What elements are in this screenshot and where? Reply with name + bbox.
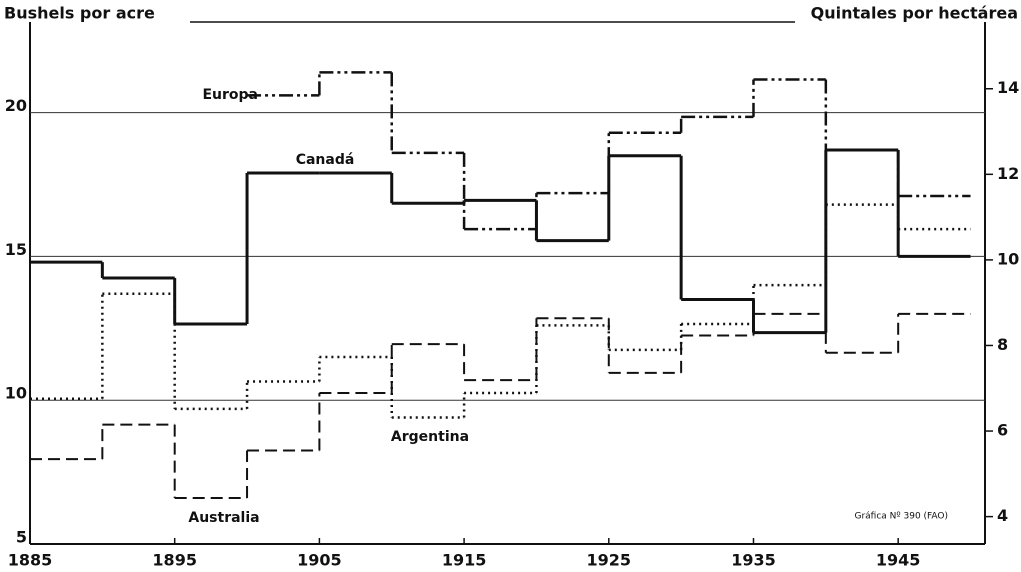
annotation: Gráfica Nº 390 (FAO) (854, 512, 948, 522)
x-tick-label: 1935 (731, 551, 776, 570)
y2-tick-label: 14 (997, 78, 1019, 97)
y-axis-label: Bushels por acre (4, 4, 155, 23)
series-label: Canadá (296, 152, 355, 168)
y-tick-label: 20 (5, 96, 27, 115)
y-tick-label: 5 (16, 528, 27, 547)
x-tick-label: 1905 (297, 551, 342, 570)
series-label: Europa (202, 87, 258, 103)
x-tick-label: 1915 (442, 551, 487, 570)
y2-tick-label: 12 (997, 164, 1019, 183)
x-tick-label: 1895 (152, 551, 197, 570)
x-tick-label: 1885 (8, 551, 53, 570)
y2-tick-label: 8 (997, 335, 1008, 354)
y-tick-label: 15 (5, 240, 27, 259)
y2-tick-label: 10 (997, 249, 1019, 268)
y2-axis-label: Quintales por hectárea (811, 4, 1018, 23)
y2-tick-label: 6 (997, 421, 1008, 440)
x-tick-label: 1925 (587, 551, 632, 570)
y-tick-label: 10 (5, 384, 27, 403)
y2-tick-label: 4 (997, 506, 1008, 525)
x-tick-label: 1945 (876, 551, 921, 570)
series-label: Australia (188, 510, 259, 526)
series-label: Argentina (391, 429, 469, 445)
